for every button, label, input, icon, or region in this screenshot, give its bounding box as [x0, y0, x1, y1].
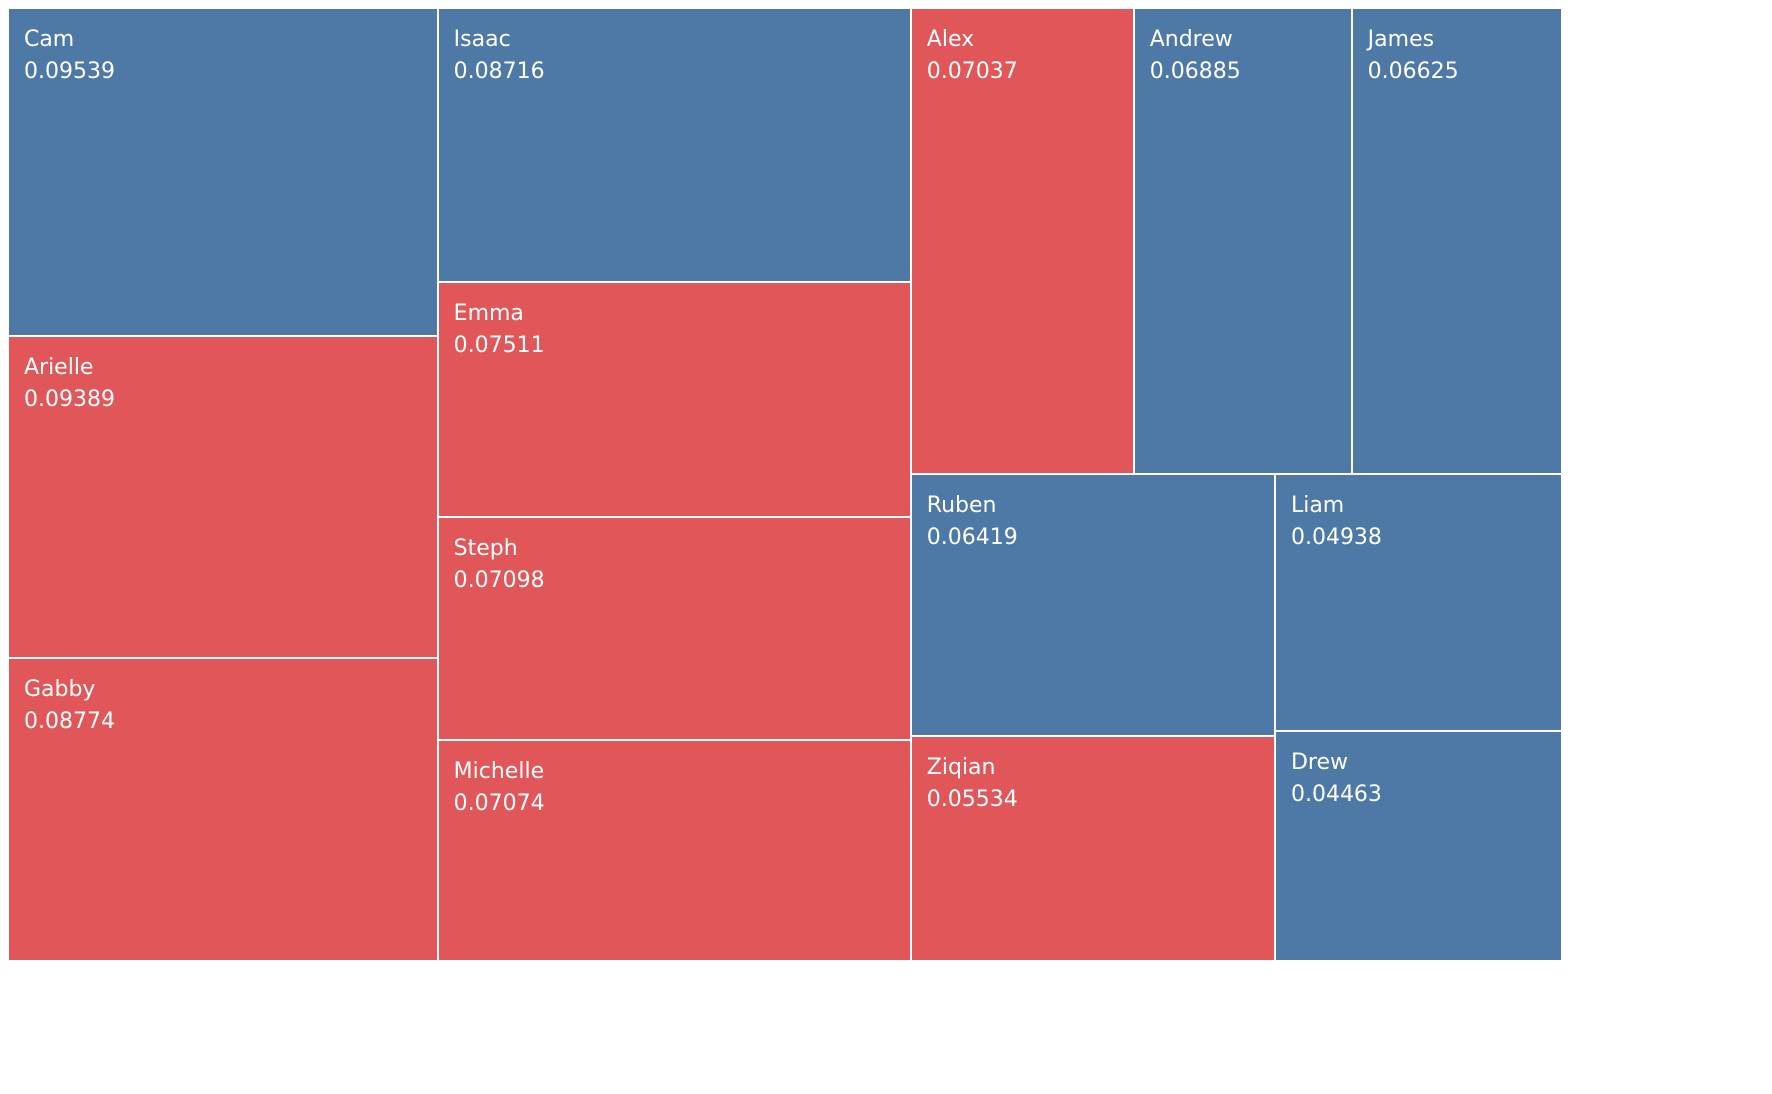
tile-value-label: 0.08716: [453, 58, 545, 84]
treemap-tile-ziqian: Ziqian 0.05534: [910, 736, 1275, 961]
treemap-tile-steph: Steph 0.07098: [437, 517, 911, 741]
tile-value-label: 0.08774: [23, 709, 115, 735]
tile-value-label: 0.07037: [926, 58, 1018, 84]
treemap-tile-liam: Liam 0.04938: [1274, 474, 1562, 732]
treemap-tile-gabby: Gabby 0.08774: [7, 658, 438, 961]
tile-label: Steph: [453, 536, 518, 562]
tile-label: Isaac: [453, 26, 511, 52]
tile-value-label: 0.07511: [453, 333, 545, 359]
treemap-tile-isaac: Isaac 0.08716: [437, 7, 911, 283]
tile-value-label: 0.09539: [23, 58, 115, 84]
tile-value-label: 0.04463: [1290, 782, 1382, 808]
tile-label: Cam: [23, 26, 75, 52]
tile-label: James: [1367, 26, 1435, 52]
tile-label: Emma: [453, 301, 524, 327]
treemap-tile-drew: Drew 0.04463: [1274, 731, 1562, 961]
treemap-tile-emma: Emma 0.07511: [437, 282, 911, 518]
treemap-tile-michelle: Michelle 0.07074: [437, 740, 911, 961]
tile-value-label: 0.05534: [926, 787, 1018, 813]
treemap-tile-alex: Alex 0.07037: [910, 7, 1134, 475]
tile-label: Gabby: [23, 677, 96, 703]
treemap-tile-james: James 0.06625: [1351, 7, 1562, 475]
tile-label: Liam: [1290, 493, 1345, 519]
tile-label: Drew: [1290, 750, 1348, 776]
tile-value-label: 0.09389: [23, 387, 115, 413]
treemap-tile-cam: Cam 0.09539: [7, 7, 438, 337]
tile-value-label: 0.04938: [1290, 525, 1382, 551]
tile-label: Alex: [926, 26, 975, 52]
tile-value-label: 0.06885: [1149, 58, 1241, 84]
tile-value-label: 0.07074: [453, 791, 545, 817]
tile-label: Ziqian: [926, 755, 996, 781]
tile-label: Andrew: [1149, 26, 1233, 52]
tile-label: Arielle: [23, 355, 94, 381]
tile-value-label: 0.06625: [1367, 58, 1459, 84]
tile-value-label: 0.06419: [926, 525, 1018, 551]
tile-value-label: 0.07098: [453, 568, 545, 594]
tile-label: Michelle: [453, 759, 545, 785]
treemap-tile-ruben: Ruben 0.06419: [910, 474, 1275, 737]
tile-label: Ruben: [926, 493, 997, 519]
treemap-tile-arielle: Arielle 0.09389: [7, 336, 438, 659]
treemap-tile-andrew: Andrew 0.06885: [1133, 7, 1352, 475]
